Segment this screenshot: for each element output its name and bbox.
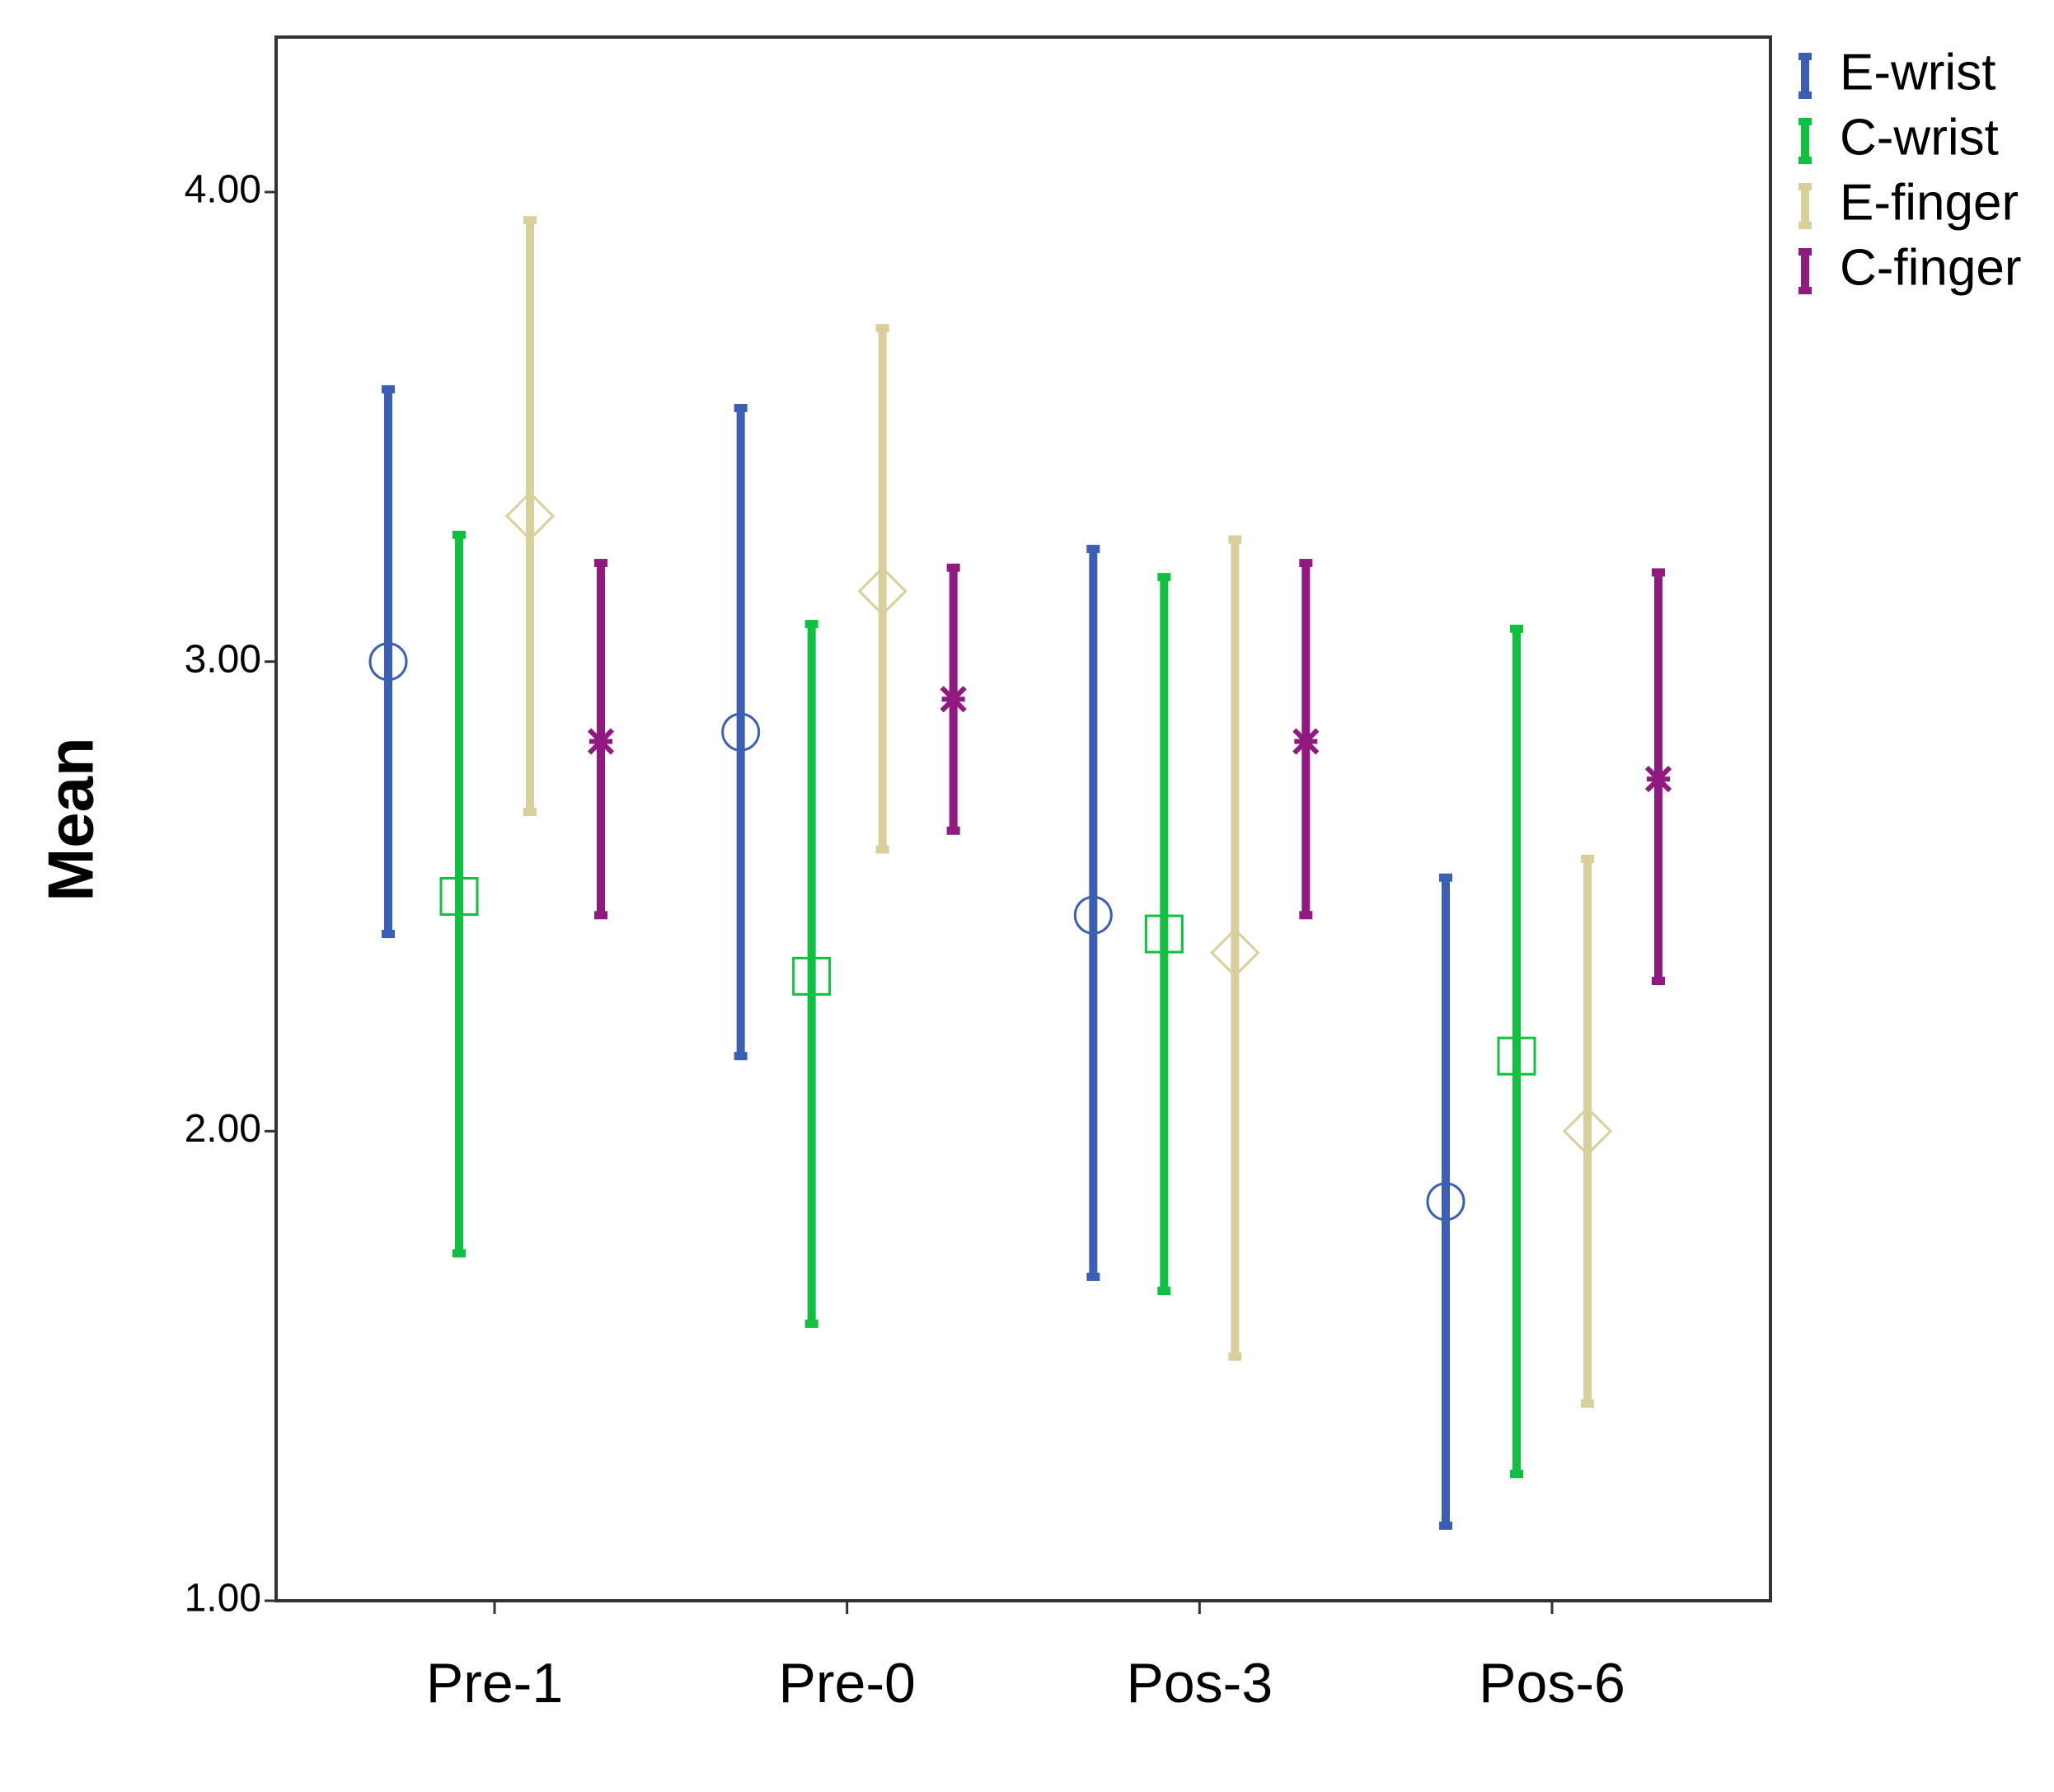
error-cap	[946, 563, 960, 572]
mean-marker	[504, 490, 556, 542]
legend-label: E-wrist	[1840, 44, 1995, 101]
legend-label: C-finger	[1840, 239, 2022, 296]
mean-marker	[587, 728, 615, 755]
error-cap	[1439, 1521, 1452, 1530]
mean-marker	[857, 566, 907, 617]
x-tick-label: Pre-0	[779, 1652, 916, 1715]
y-tick-label: 4.00	[185, 168, 261, 212]
error-cap	[1086, 544, 1100, 553]
error-cap	[594, 559, 607, 568]
mean-marker	[1144, 914, 1184, 954]
y-tick-label: 3.00	[185, 637, 261, 681]
error-cap	[1439, 873, 1452, 882]
mean-marker	[1497, 1036, 1536, 1076]
legend-label: C-wrist	[1840, 109, 1999, 166]
mean-marker	[792, 956, 832, 996]
mean-marker	[368, 642, 408, 682]
x-tick-label: Pre-1	[426, 1652, 563, 1715]
error-cap	[594, 911, 607, 920]
error-cap	[1299, 911, 1313, 920]
error-cap	[875, 845, 889, 854]
error-cap	[382, 930, 395, 939]
x-tick-label: Pos-3	[1127, 1652, 1273, 1715]
legend-swatch	[1798, 118, 1812, 125]
error-cap	[1581, 854, 1594, 863]
x-tick-label: Pos-6	[1479, 1652, 1625, 1715]
mean-marker	[1562, 1106, 1613, 1156]
legend-swatch	[1798, 248, 1812, 256]
y-tick-label: 1.00	[185, 1577, 261, 1621]
error-cap	[1510, 624, 1523, 633]
error-cap	[875, 324, 889, 333]
legend-label: E-finger	[1840, 174, 2019, 231]
error-cap	[1157, 573, 1171, 582]
error-cap	[1510, 1470, 1523, 1479]
mean-marker	[1426, 1182, 1465, 1222]
plot-frame	[274, 35, 1772, 1602]
error-cap	[1652, 977, 1665, 986]
mean-marker	[1073, 895, 1113, 935]
error-cap	[1228, 1352, 1242, 1361]
error-cap	[804, 620, 818, 629]
mean-marker	[940, 686, 967, 713]
mean-marker	[1292, 728, 1320, 755]
error-cap	[523, 216, 537, 225]
error-cap	[1299, 559, 1313, 568]
legend-swatch	[1798, 157, 1812, 164]
legend-swatch	[1798, 91, 1812, 99]
error-cap	[382, 385, 395, 394]
y-tick-label: 2.00	[185, 1107, 261, 1151]
y-axis-label: Mean	[35, 737, 107, 901]
error-cap	[1157, 1287, 1171, 1296]
error-cap	[734, 404, 748, 413]
mean-marker	[1210, 927, 1260, 978]
error-cap	[523, 807, 537, 816]
error-cap	[453, 530, 466, 539]
error-cap	[1652, 568, 1665, 577]
legend-swatch	[1798, 222, 1812, 229]
mean-marker	[439, 876, 479, 916]
legend-swatch	[1798, 287, 1812, 294]
error-cap	[1086, 1272, 1100, 1281]
legend-swatch	[1798, 53, 1812, 60]
error-cap	[1581, 1399, 1594, 1408]
error-cap	[946, 826, 960, 835]
error-cap	[734, 1052, 748, 1061]
legend-swatch	[1798, 183, 1812, 190]
error-cap	[1228, 535, 1242, 544]
error-cap	[453, 1249, 466, 1258]
mean-marker	[721, 712, 761, 752]
mean-marker	[1644, 765, 1672, 793]
error-cap	[804, 1319, 818, 1328]
